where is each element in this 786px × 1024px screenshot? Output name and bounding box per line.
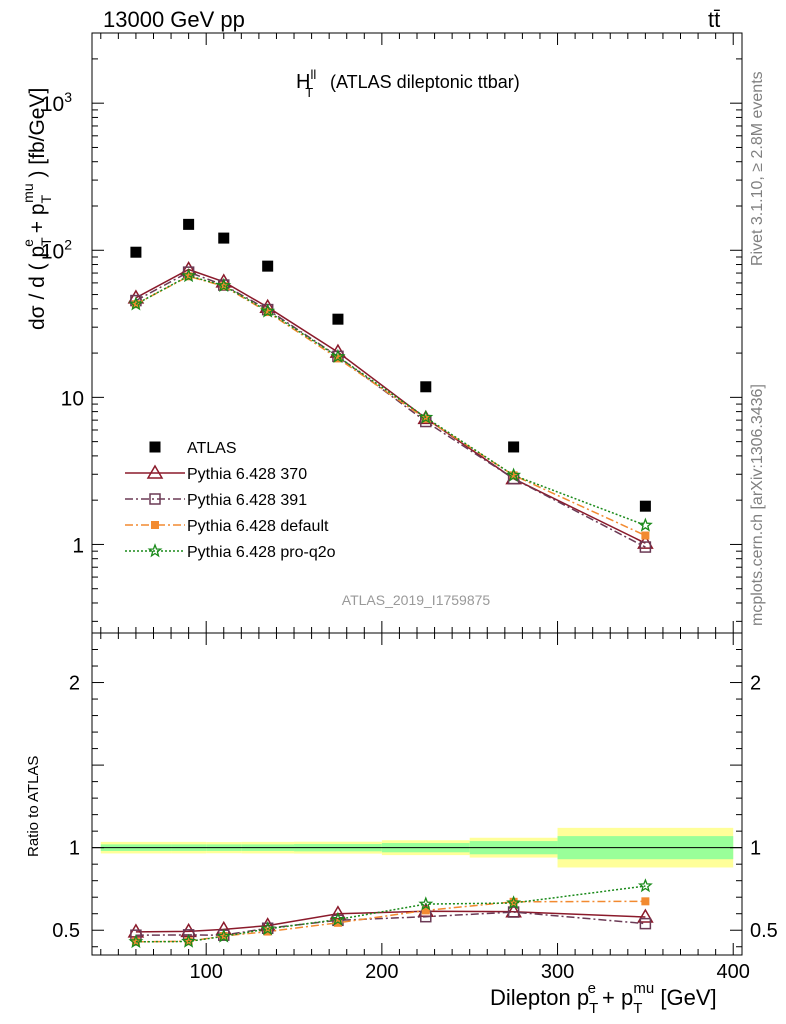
main-ylabel: dσ / d ( pTe + pTmu ) [fb/GeV]	[20, 88, 54, 330]
main-series-pythia-6-428-pro-q2o	[128, 267, 653, 532]
main-data-point	[218, 232, 230, 244]
legend-marker	[149, 493, 161, 505]
ratio-data-point	[507, 906, 520, 918]
main-data-point	[181, 267, 197, 283]
main-data-point	[420, 381, 432, 393]
ratio-data-point	[128, 933, 144, 949]
title-rest: (ATLAS dileptonic ttbar)	[330, 72, 520, 92]
mcplots-label: mcplots.cern.ch [arXiv:1306.3436]	[749, 384, 766, 626]
legend-marker	[151, 521, 159, 529]
ratio-data-point	[506, 895, 522, 910]
ratio-data-point	[641, 897, 650, 906]
legend-label: ATLAS	[187, 440, 237, 457]
ratio-data-point	[637, 908, 654, 923]
ratio-y-tick-label-right: 0.5	[750, 920, 778, 942]
title-main: H	[296, 71, 310, 93]
main-data-point	[263, 308, 272, 317]
ratio-series-pythia-6-428-370	[127, 902, 654, 938]
svg-text:Dilepton pTe + pTmu [GeV]: Dilepton pTe + pTmu [GeV]	[490, 980, 717, 1017]
main-y-tick-label: 103	[41, 89, 72, 116]
ratio-series-line	[135, 885, 646, 943]
main-data-point	[508, 441, 520, 453]
ratio-y-tick-label-right: 2	[750, 673, 761, 695]
ratio-data-point	[330, 911, 346, 926]
main-data-point	[128, 296, 144, 311]
analysis-watermark: ATLAS_2019_I1759875	[342, 592, 491, 608]
main-data-point	[639, 500, 651, 512]
energy-label: 13000 GeV pp	[103, 7, 245, 32]
main-y-tick-label: 10	[61, 387, 84, 410]
main-series-line	[135, 274, 646, 527]
main-data-point	[183, 218, 195, 230]
ratio-data-point	[637, 878, 653, 893]
ratio-data-point	[329, 905, 347, 920]
main-data-point	[333, 354, 342, 363]
ratio-xlabel: Dilepton pTe + pTmu [GeV]	[490, 980, 717, 1017]
main-plot-title: Hll T (ATLAS dileptonic ttbar)	[296, 67, 520, 100]
legend-label: Pythia 6.428 370	[187, 466, 307, 483]
main-y-tick-label-base: 10	[41, 93, 64, 116]
ratio-series-pythia-6-428-pro-q2o	[128, 878, 653, 949]
main-data-point	[418, 409, 434, 424]
ratio-data-point	[216, 928, 232, 943]
main-data-point	[641, 531, 650, 540]
main-data-point	[216, 277, 232, 293]
rivet-version-label: Rivet 3.1.10, ≥ 2.8M events	[749, 71, 766, 266]
main-y-tick-label-base: 10	[41, 240, 64, 263]
ratio-data-point	[181, 933, 197, 948]
legend-label: Pythia 6.428 391	[187, 492, 307, 509]
main-series-pythia-6-428-391	[130, 266, 652, 553]
main-series-atlas	[130, 218, 651, 512]
legend-label: Pythia 6.428 pro-q2o	[187, 544, 336, 561]
ratio-y-tick-label: 1	[69, 838, 80, 860]
ratio-plot-frame	[91, 632, 743, 956]
ratio-data-point	[421, 906, 430, 915]
ratio-y-tick-label: 2	[69, 673, 80, 695]
ratio-x-tick-label: 100	[190, 961, 223, 983]
main-data-point	[130, 246, 142, 258]
main-data-point	[421, 414, 430, 423]
ratio-data-point	[418, 896, 434, 911]
legend-label: Pythia 6.428 default	[187, 518, 329, 535]
main-data-point	[332, 313, 344, 325]
ratio-y-tick-label: 0.5	[52, 920, 80, 942]
main-data-point	[262, 260, 274, 272]
legend-marker	[147, 543, 163, 558]
ratio-x-tick-label: 200	[365, 961, 398, 983]
legend: ATLAS Pythia 6.428 370 Pythia 6.428 391 Pyt…	[125, 440, 336, 561]
main-data-point	[506, 467, 522, 482]
ratio-data-point	[639, 917, 652, 930]
ratio-series-line	[135, 900, 646, 943]
ratio-data-point	[509, 897, 518, 906]
svg-text:dσ / d ( pTe + pTmu ) [fb/GeV]: dσ / d ( pTe + pTmu ) [fb/GeV]	[20, 88, 54, 330]
main-data-point	[639, 541, 652, 553]
legend-marker	[146, 464, 164, 479]
ratio-data-point	[260, 921, 276, 936]
ratio-x-tick-label: 300	[541, 961, 574, 983]
process-label: tt̄	[708, 7, 720, 32]
ratio-ylabel: Ratio to ATLAS	[25, 756, 42, 857]
main-data-point	[260, 303, 276, 318]
ratio-x-tick-label: 400	[717, 961, 750, 983]
legend-marker	[149, 441, 161, 453]
main-y-tick-label-exponent: 3	[64, 89, 72, 105]
main-series-line	[135, 275, 646, 537]
ratio-series-line	[135, 910, 646, 933]
main-y-tick-label-exponent: 2	[64, 236, 72, 252]
main-data-point	[637, 517, 653, 532]
main-data-point	[330, 348, 346, 363]
ratio-y-tick-label-right: 1	[750, 838, 761, 860]
main-data-point	[509, 471, 518, 480]
title-superscript: ll	[310, 67, 316, 82]
title-subscript: T	[305, 85, 313, 100]
main-y-tick-label: 1	[72, 534, 84, 557]
main-y-tick-label: 102	[41, 236, 72, 263]
